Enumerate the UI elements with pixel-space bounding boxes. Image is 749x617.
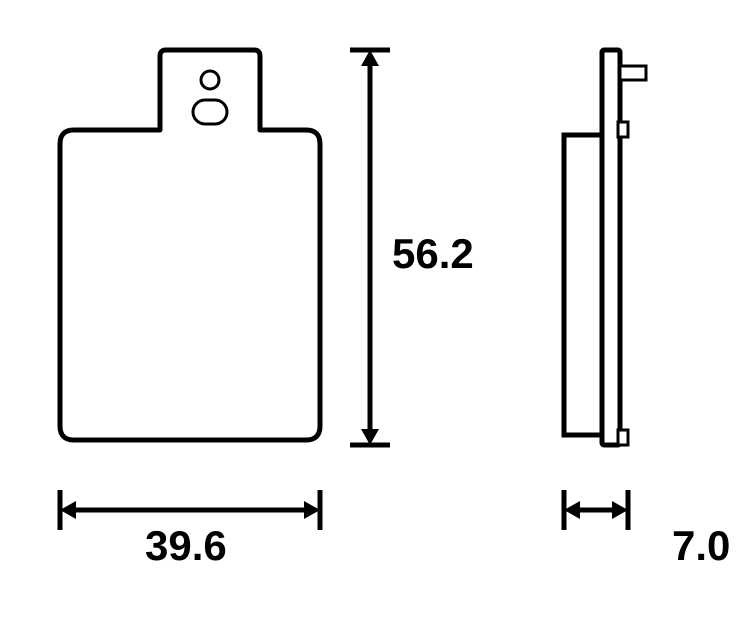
- pad-outline: [60, 50, 320, 440]
- front-view: [60, 50, 320, 440]
- dimension-thickness-label: 7.0: [672, 522, 730, 570]
- side-backing-plate: [602, 50, 620, 445]
- dimension-thickness: [564, 490, 628, 530]
- diagram-stage: 56.2 39.6 7.0: [0, 0, 749, 617]
- dimension-height: [350, 50, 390, 445]
- side-pad-block: [564, 135, 602, 435]
- side-pin: [620, 66, 646, 80]
- side-flange-bottom: [618, 430, 628, 445]
- side-flange-top: [618, 122, 628, 137]
- dimension-height-label: 56.2: [392, 230, 474, 278]
- dimension-width-label: 39.6: [145, 522, 227, 570]
- side-view: [564, 50, 646, 445]
- technical-drawing-svg: [0, 0, 749, 617]
